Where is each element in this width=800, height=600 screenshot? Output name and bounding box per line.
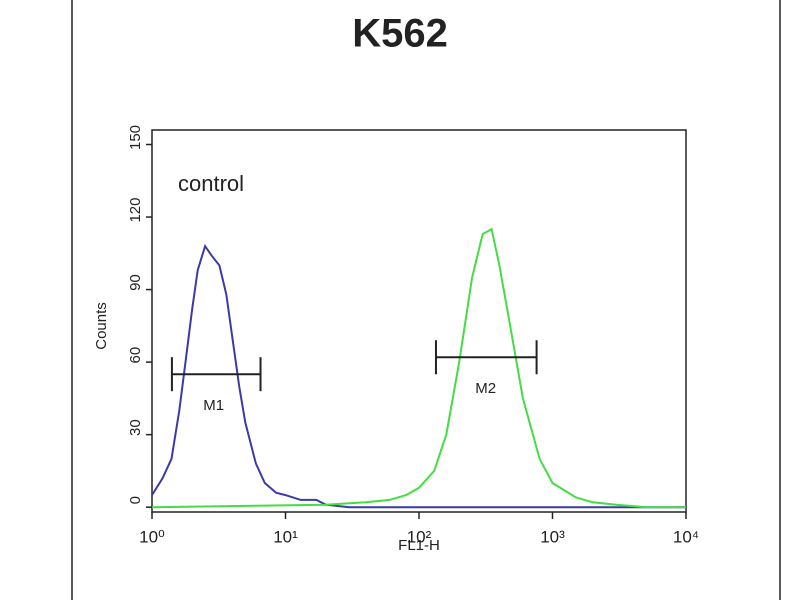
- histogram-line: [151, 227, 686, 509]
- y-tick-label: 120: [127, 198, 144, 223]
- y-tick-label: 30: [127, 419, 144, 436]
- y-tick-label: 150: [127, 125, 144, 150]
- x-tick-label: 10⁰: [139, 527, 165, 546]
- x-tick-label: 10⁴: [673, 527, 699, 546]
- y-tick-label: 90: [127, 274, 144, 291]
- chart-title: K562: [352, 12, 448, 56]
- x-tick-label: 10³: [540, 527, 565, 546]
- y-axis-label: Counts: [93, 302, 110, 350]
- y-tick-label: 0: [127, 496, 144, 504]
- x-tick-label: 10¹: [273, 527, 298, 546]
- panel: [71, 0, 781, 600]
- marker-label: M2: [475, 380, 496, 397]
- x-tick-label: 10²: [407, 527, 432, 546]
- y-tick-label: 60: [127, 347, 144, 364]
- annotation: control: [178, 171, 244, 196]
- x-axis-label: FL1-H: [398, 537, 440, 554]
- marker-label: M1: [203, 397, 224, 414]
